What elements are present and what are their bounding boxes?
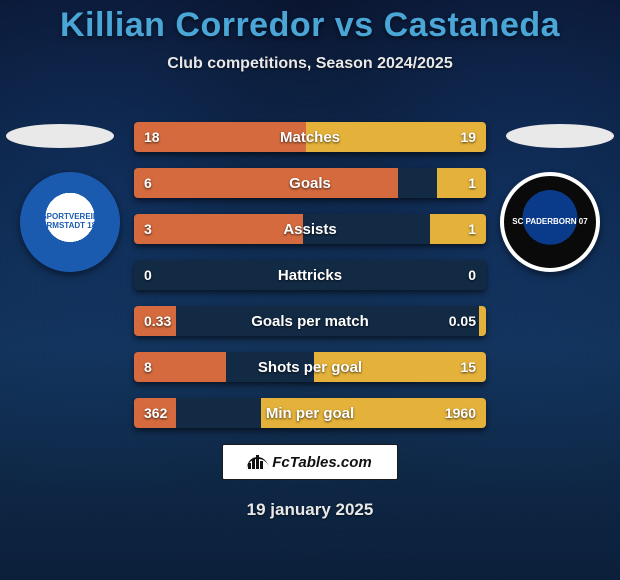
- stat-row: 6 1 Goals: [134, 168, 486, 198]
- stat-value-left: 0: [144, 267, 152, 283]
- comparison-date: 19 january 2025: [247, 500, 374, 520]
- stat-value-left: 362: [144, 405, 167, 421]
- stat-bar-right: [479, 306, 486, 336]
- stat-label: Hattricks: [278, 267, 342, 284]
- brand-chart-icon: [248, 455, 266, 469]
- stat-row: 0 0 Hattricks: [134, 260, 486, 290]
- stat-value-left: 6: [144, 175, 152, 191]
- stat-value-right: 0: [468, 267, 476, 283]
- stat-row: 362 1960 Min per goal: [134, 398, 486, 428]
- stat-row: 0.33 0.05 Goals per match: [134, 306, 486, 336]
- left-shadow-ellipse: [6, 124, 114, 148]
- comparison-title: Killian Corredor vs Castaneda: [0, 0, 620, 45]
- right-shadow-ellipse: [506, 124, 614, 148]
- stat-value-right: 19: [460, 129, 476, 145]
- stat-row: 8 15 Shots per goal: [134, 352, 486, 382]
- stat-value-left: 18: [144, 129, 160, 145]
- stat-bar-right: [437, 168, 486, 198]
- stat-value-right: 1: [468, 221, 476, 237]
- stat-value-left: 0.33: [144, 313, 171, 329]
- stat-value-left: 8: [144, 359, 152, 375]
- stat-label: Matches: [280, 129, 340, 146]
- stat-label: Goals: [289, 175, 331, 192]
- stat-row: 3 1 Assists: [134, 214, 486, 244]
- stat-label: Goals per match: [251, 313, 369, 330]
- brand-text: FcTables.com: [272, 454, 371, 471]
- right-club-badge: SC PADERBORN 07: [500, 172, 600, 272]
- comparison-subtitle: Club competitions, Season 2024/2025: [0, 55, 620, 73]
- stat-label: Min per goal: [266, 405, 354, 422]
- stat-value-left: 3: [144, 221, 152, 237]
- stat-value-right: 15: [460, 359, 476, 375]
- stat-value-right: 1: [468, 175, 476, 191]
- stat-bar-left: [134, 214, 303, 244]
- stat-bar-left: [134, 168, 398, 198]
- stat-bar-right: [430, 214, 486, 244]
- stat-row: 18 19 Matches: [134, 122, 486, 152]
- stat-value-right: 0.05: [449, 313, 476, 329]
- stats-container: 18 19 Matches 6 1 Goals 3 1 Assists 0 0 Hattricks 0.…: [134, 122, 486, 444]
- stat-label: Shots per goal: [258, 359, 362, 376]
- right-club-badge-text: SC PADERBORN 07: [512, 218, 587, 227]
- stat-label: Assists: [283, 221, 336, 238]
- footer-brand-badge: FcTables.com: [222, 444, 398, 480]
- left-club-badge: SPORTVEREIN DARMSTADT 1898: [20, 172, 120, 272]
- stat-value-right: 1960: [445, 405, 476, 421]
